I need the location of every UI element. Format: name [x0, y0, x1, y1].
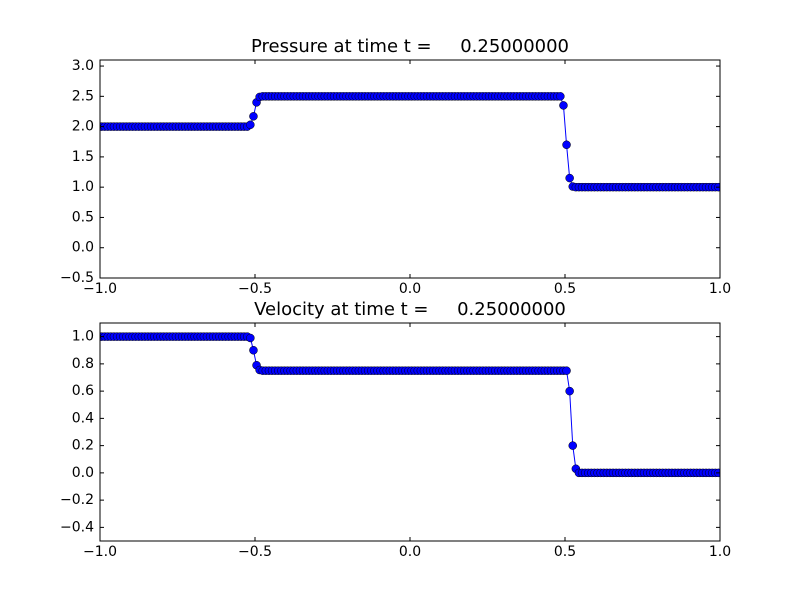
- y-tick-label: 0.0: [72, 240, 94, 256]
- data-point: [565, 173, 574, 183]
- y-tick-label: −0.2: [60, 492, 94, 508]
- y-tick-label: −0.4: [60, 519, 94, 535]
- data-point: [559, 101, 568, 110]
- y-tick-label: 0.2: [72, 438, 94, 454]
- x-tick-label: −1.0: [83, 281, 117, 297]
- data-point: [556, 92, 565, 101]
- y-tick-label: 1.0: [72, 329, 94, 345]
- data-point: [565, 386, 574, 396]
- data-point: [249, 346, 258, 355]
- data-point: [562, 366, 571, 375]
- y-tick-label: −0.5: [60, 270, 94, 286]
- x-tick-label: −0.5: [238, 544, 272, 560]
- y-tick-label: 1.5: [72, 149, 94, 165]
- chart-title: Velocity at time t = 0.25000000: [254, 299, 566, 320]
- y-tick-label: 0.4: [72, 410, 94, 426]
- plot-area: [100, 332, 720, 478]
- data-point: [568, 441, 577, 450]
- data-point: [249, 112, 258, 121]
- x-tick-label: −1.0: [83, 544, 117, 560]
- y-tick-label: 1.0: [72, 179, 94, 195]
- y-tick-label: 3.0: [72, 58, 94, 74]
- x-tick-label: 0.0: [399, 281, 421, 297]
- x-tick-label: 0.0: [399, 544, 421, 560]
- y-tick-label: 2.5: [72, 88, 94, 104]
- y-tick-label: 0.5: [72, 209, 94, 225]
- y-tick-label: 0.6: [72, 383, 94, 399]
- plot-area: [100, 92, 720, 192]
- data-point: [246, 333, 255, 343]
- x-tick-label: 0.5: [554, 544, 576, 560]
- data-point: [246, 120, 255, 130]
- y-tick-label: 2.0: [72, 119, 94, 135]
- data-point: [562, 140, 571, 150]
- y-tick-label: 0.0: [72, 465, 94, 481]
- chart-title: Pressure at time t = 0.25000000: [251, 36, 569, 57]
- y-tick-label: 0.8: [72, 356, 94, 372]
- x-tick-label: 1.0: [709, 281, 731, 297]
- x-tick-label: 0.5: [554, 281, 576, 297]
- x-tick-label: 1.0: [709, 544, 731, 560]
- x-tick-label: −0.5: [238, 281, 272, 297]
